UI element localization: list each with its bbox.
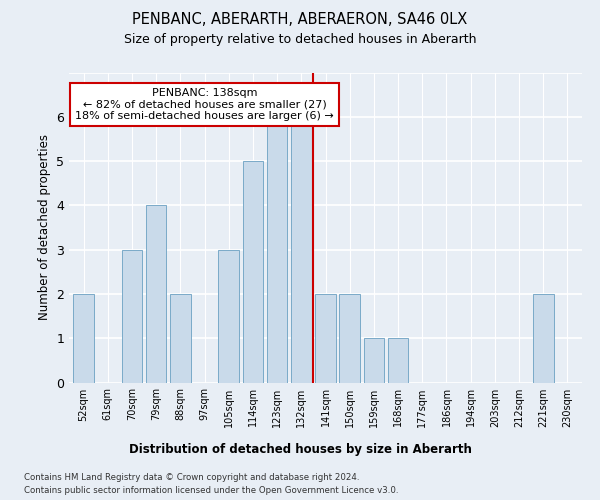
Bar xyxy=(73,294,94,382)
Bar xyxy=(122,250,142,382)
Y-axis label: Number of detached properties: Number of detached properties xyxy=(38,134,50,320)
Text: Contains public sector information licensed under the Open Government Licence v3: Contains public sector information licen… xyxy=(24,486,398,495)
Text: Distribution of detached houses by size in Aberarth: Distribution of detached houses by size … xyxy=(128,442,472,456)
Bar xyxy=(533,294,554,382)
Bar xyxy=(242,161,263,382)
Bar xyxy=(315,294,336,382)
Text: PENBANC, ABERARTH, ABERAERON, SA46 0LX: PENBANC, ABERARTH, ABERAERON, SA46 0LX xyxy=(133,12,467,28)
Bar xyxy=(146,206,166,382)
Bar xyxy=(388,338,409,382)
Bar xyxy=(340,294,360,382)
Bar xyxy=(267,117,287,382)
Bar xyxy=(291,117,311,382)
Bar xyxy=(218,250,239,382)
Bar xyxy=(364,338,384,382)
Bar xyxy=(170,294,191,382)
Text: Size of property relative to detached houses in Aberarth: Size of property relative to detached ho… xyxy=(124,32,476,46)
Text: PENBANC: 138sqm
← 82% of detached houses are smaller (27)
18% of semi-detached h: PENBANC: 138sqm ← 82% of detached houses… xyxy=(75,88,334,121)
Text: Contains HM Land Registry data © Crown copyright and database right 2024.: Contains HM Land Registry data © Crown c… xyxy=(24,472,359,482)
